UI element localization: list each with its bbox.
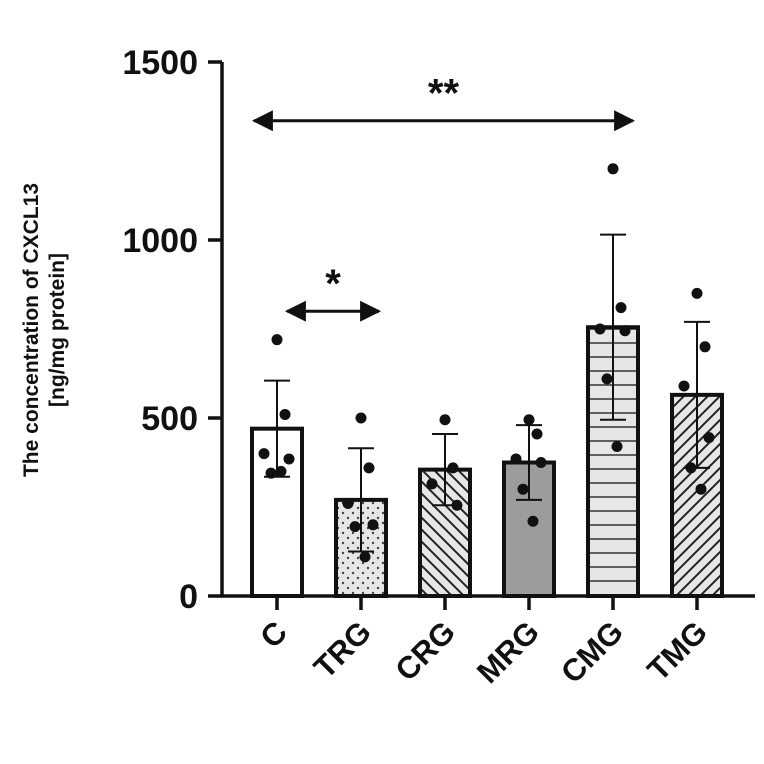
data-point-cmg bbox=[607, 163, 619, 175]
data-point-mrg bbox=[517, 483, 529, 495]
data-point-c bbox=[275, 465, 287, 477]
data-point-trg bbox=[367, 519, 379, 531]
data-point-mrg bbox=[527, 515, 539, 527]
x-tick-label-tmg: TMG bbox=[640, 614, 713, 687]
error-bar-cmg bbox=[600, 233, 626, 421]
data-point-tmg bbox=[678, 380, 690, 392]
data-point-cmg bbox=[594, 323, 606, 335]
y-axis-label-line-2: [ng/mg protein] bbox=[46, 253, 69, 407]
data-point-crg bbox=[426, 478, 438, 490]
data-point-cmg bbox=[619, 325, 631, 337]
data-point-crg bbox=[439, 414, 451, 426]
data-point-tmg bbox=[685, 462, 697, 474]
data-point-mrg bbox=[535, 457, 547, 468]
data-points bbox=[258, 163, 715, 563]
data-point-c bbox=[265, 467, 277, 479]
data-point-cmg bbox=[615, 302, 627, 314]
data-point-cmg bbox=[611, 440, 623, 452]
x-tick-label-trg: TRG bbox=[307, 614, 378, 685]
error-bars bbox=[264, 233, 710, 553]
data-point-mrg bbox=[531, 428, 543, 440]
data-point-tmg bbox=[703, 432, 715, 444]
data-point-cmg bbox=[601, 373, 613, 385]
x-tick-label-crg: CRG bbox=[388, 614, 461, 687]
significance-label: * bbox=[325, 262, 341, 306]
data-point-tmg bbox=[699, 341, 711, 353]
data-point-crg bbox=[451, 499, 463, 511]
data-point-trg bbox=[342, 497, 354, 509]
data-point-c bbox=[258, 448, 270, 460]
significance-label: ** bbox=[428, 72, 460, 116]
significance-annotations: *** bbox=[251, 72, 636, 322]
y-tick-label-1500: 1500 bbox=[122, 44, 198, 82]
y-axis-label: The concentration of CXCL13 [ng/mg prote… bbox=[20, 183, 69, 477]
x-tick-label-mrg: MRG bbox=[470, 614, 546, 690]
x-axis: C TRG CRG MRG CMG TMG bbox=[220, 594, 755, 690]
y-tick-label-500: 500 bbox=[141, 400, 198, 438]
y-tick-label-1000: 1000 bbox=[122, 222, 198, 260]
data-point-c bbox=[271, 334, 283, 346]
data-point-mrg bbox=[510, 453, 522, 465]
x-tick-label-cmg: CMG bbox=[554, 614, 630, 690]
data-point-c bbox=[283, 453, 295, 465]
data-point-trg bbox=[363, 462, 375, 474]
data-point-mrg bbox=[523, 414, 535, 426]
data-point-tmg bbox=[691, 287, 703, 299]
significance-c-trg: * bbox=[284, 262, 382, 322]
data-point-crg bbox=[447, 462, 459, 474]
y-axis-label-line-1: The concentration of CXCL13 bbox=[20, 183, 43, 477]
y-tick-label-0: 0 bbox=[179, 578, 198, 616]
x-tick-label-c: C bbox=[253, 614, 294, 655]
data-point-trg bbox=[355, 412, 367, 424]
data-point-trg bbox=[349, 521, 361, 533]
bars bbox=[250, 325, 724, 599]
data-point-c bbox=[279, 408, 291, 420]
data-point-trg bbox=[359, 551, 371, 563]
significance-c-cmg: ** bbox=[251, 72, 636, 132]
error-bar-trg bbox=[348, 447, 374, 553]
data-point-tmg bbox=[695, 483, 707, 495]
y-axis: 0 500 1000 1500 bbox=[122, 44, 224, 616]
